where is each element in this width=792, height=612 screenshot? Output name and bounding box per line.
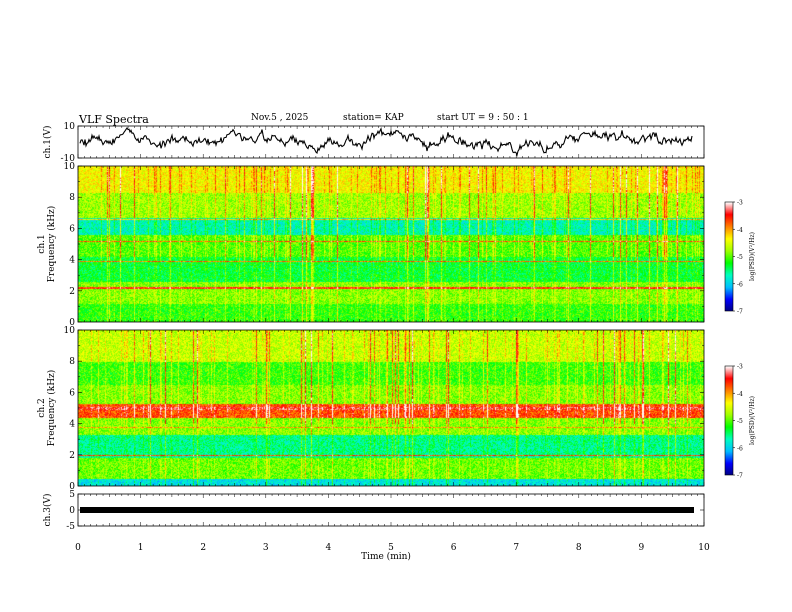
- ch1-spectrogram-ytick-label: 0: [69, 318, 75, 328]
- ch2-spectrogram-ylabel: Frequency (kHz): [46, 370, 57, 447]
- x-tick-label: 8: [576, 543, 582, 553]
- x-tick-label: 7: [513, 543, 519, 553]
- colorbar-ch1: [725, 202, 733, 311]
- ch2-spectrogram-ytick-label: 0: [69, 482, 75, 492]
- ch2-spectrogram-ytick-label: 2: [69, 451, 75, 461]
- ch1-waveform-ytick-label: -10: [61, 154, 76, 164]
- x-tick-label: 2: [200, 543, 206, 553]
- ch1-spectrogram-channel-label: ch.1: [37, 234, 47, 253]
- x-tick-label: 0: [75, 543, 81, 553]
- ch1-spectrogram-ylabel: Frequency (kHz): [46, 206, 57, 283]
- ch2-spectrogram-ytick-label: 10: [64, 326, 76, 336]
- date-label: Nov.5 , 2025: [251, 113, 309, 123]
- ch3-waveform-ylabel: ch.3(V): [42, 494, 53, 527]
- x-axis-label: Time (min): [361, 551, 411, 562]
- x-tick-label: 5: [388, 543, 394, 553]
- spectrogram-image-ch2: [78, 330, 704, 486]
- colorbar-label: log(PSD)(V²/Hz): [749, 396, 756, 445]
- ch1-spectrogram-ytick-label: 4: [69, 256, 75, 266]
- ch1-waveform-ytick-label: 10: [64, 122, 76, 132]
- ch2-spectrogram-ytick-label: 6: [69, 388, 75, 398]
- ch1-waveform-trace: [79, 126, 693, 157]
- ch2-spectrogram-channel-label: ch.2: [37, 398, 47, 417]
- station-label: station= KAP: [343, 113, 404, 123]
- ch1-spectrogram-ytick-label: 10: [64, 162, 76, 172]
- ch3-waveform-ytick-label: -5: [66, 522, 75, 532]
- spectrogram-image-ch1: [78, 166, 704, 322]
- x-tick-label: 9: [639, 543, 645, 553]
- ch3-waveform-trace: [80, 507, 694, 513]
- colorbar-tick-label: -7: [737, 309, 743, 316]
- figure-title: VLF Spectra: [79, 113, 149, 126]
- colorbar-tick-label: -3: [737, 364, 743, 371]
- start-time-label: start UT = 9 : 50 : 1: [437, 113, 529, 123]
- colorbar-tick-label: -5: [737, 254, 743, 261]
- colorbar-tick-label: -4: [737, 227, 743, 234]
- colorbar-tick-label: -5: [737, 418, 743, 425]
- colorbar-tick-label: -7: [737, 473, 743, 480]
- colorbar-tick-label: -3: [737, 200, 743, 207]
- colorbar-tick-label: -6: [737, 281, 743, 288]
- x-tick-label: 10: [698, 543, 710, 553]
- colorbar-label: log(PSD)(V²/Hz): [749, 232, 756, 281]
- ch3-waveform-ytick-label: 5: [69, 490, 75, 500]
- x-tick-label: 4: [326, 543, 332, 553]
- ch1-waveform-ylabel: ch.1(V): [42, 126, 53, 159]
- x-tick-label: 6: [451, 543, 457, 553]
- colorbar-tick-label: -4: [737, 391, 743, 398]
- ch1-spectrogram-ytick-label: 6: [69, 224, 75, 234]
- ch1-spectrogram-ytick-label: 8: [69, 193, 75, 203]
- ch2-spectrogram-ytick-label: 8: [69, 357, 75, 367]
- ch3-waveform-ytick-label: 0: [69, 506, 75, 516]
- ch1-spectrogram-ytick-label: 2: [69, 287, 75, 297]
- ch2-spectrogram-ytick-label: 4: [69, 420, 75, 430]
- x-tick-label: 3: [263, 543, 269, 553]
- x-tick-label: 1: [138, 543, 144, 553]
- colorbar-tick-label: -6: [737, 445, 743, 452]
- colorbar-ch2: [725, 366, 733, 475]
